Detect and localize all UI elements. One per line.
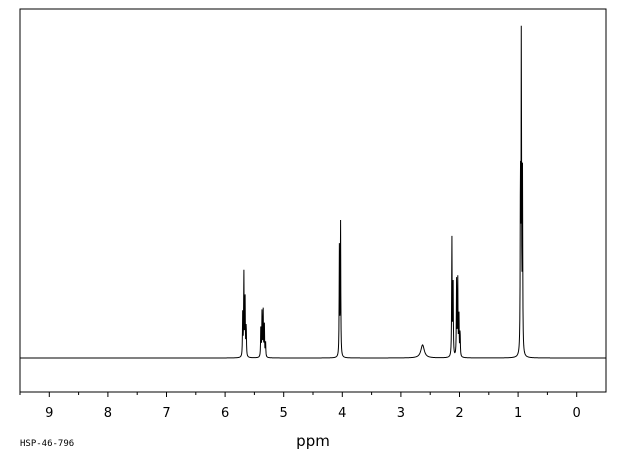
tick-label-7: 7 — [162, 406, 170, 421]
x-axis-tick-labels: 9 8 7 6 5 4 3 2 1 0 — [45, 406, 581, 421]
x-axis-title: ppm — [296, 432, 330, 450]
tick-label-5: 5 — [280, 406, 288, 421]
tick-label-1: 1 — [514, 406, 522, 421]
spectrum-id-label: HSP-46-796 — [20, 439, 74, 449]
x-axis-ticks — [19, 392, 578, 397]
tick-label-9: 9 — [45, 406, 53, 421]
tick-label-0: 0 — [573, 406, 581, 421]
tick-label-3: 3 — [397, 406, 405, 421]
tick-label-2: 2 — [455, 406, 463, 421]
tick-label-4: 4 — [338, 406, 346, 421]
tick-label-8: 8 — [104, 406, 112, 421]
plot-frame — [19, 8, 607, 393]
spectrum-trace — [20, 25, 606, 359]
tick-label-6: 6 — [221, 406, 229, 421]
